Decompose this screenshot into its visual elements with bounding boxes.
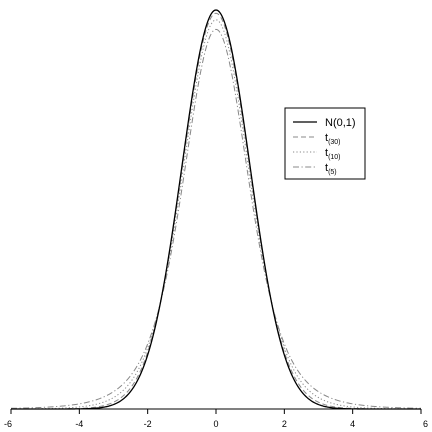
density-curves (10, 9, 422, 410)
x-axis: -6 -4 -2 0 2 4 6 (4, 408, 428, 429)
legend-label: t(5) (325, 162, 337, 176)
legend: N(0,1) t(30)t(10)t(5) (284, 107, 366, 180)
curve-t-5 (10, 28, 422, 409)
legend-item: N(0,1) (293, 117, 356, 129)
x-tick-label: -2 (144, 419, 152, 429)
curve-n-0-1 (11, 9, 421, 410)
legend-label: N(0,1) (325, 117, 356, 129)
legend-item: t(5) (293, 162, 337, 176)
x-tick-label: 4 (350, 419, 355, 429)
legend-label: t(10) (325, 147, 341, 161)
legend-item: t(10) (293, 147, 341, 161)
curve-t-30 (11, 12, 421, 410)
legend-label: t(30) (325, 132, 341, 146)
x-tick-label: 6 (423, 419, 428, 429)
legend-item: t(30) (293, 132, 341, 146)
x-tick-label: 0 (213, 419, 218, 429)
curve-t-10 (11, 19, 421, 410)
x-tick-label: 2 (282, 419, 287, 429)
x-tick-label: -4 (75, 419, 83, 429)
x-tick-label: -6 (4, 419, 12, 429)
